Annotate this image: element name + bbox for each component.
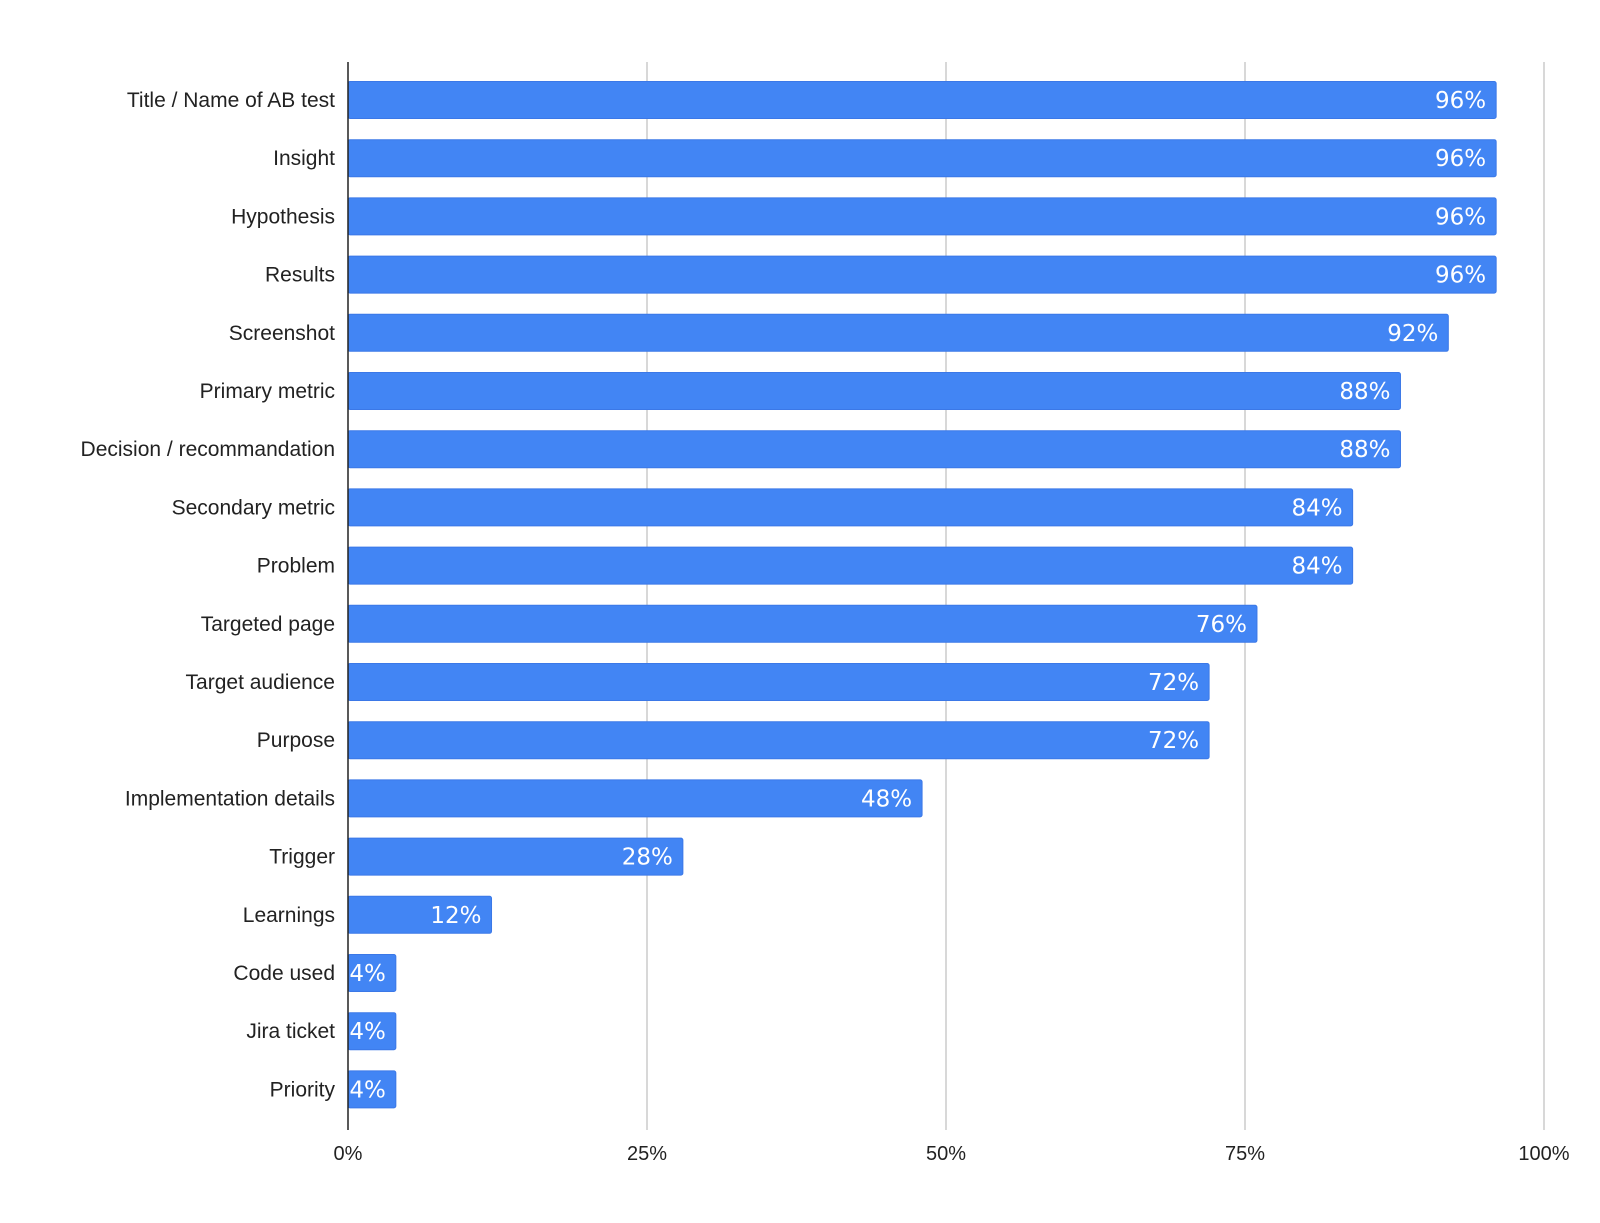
data-label: 88% [1339,379,1390,405]
data-label: 72% [1148,670,1199,696]
data-label: 96% [1435,88,1486,114]
x-tick-label: 0% [334,1143,363,1165]
category-label: Target audience [186,671,335,694]
x-tick-label: 75% [1225,1143,1265,1165]
category-label: Title / Name of AB test [127,89,335,112]
data-label: 4% [349,1077,386,1103]
data-label: 48% [861,786,912,812]
bar [347,372,1401,410]
category-label: Primary metric [200,380,335,403]
gridlines [646,62,1545,1130]
data-label: 88% [1339,437,1390,463]
data-label: 72% [1148,728,1199,754]
category-label: Screenshot [229,322,335,345]
category-label: Learnings [243,904,335,927]
data-label: 84% [1292,554,1343,580]
x-tick-label: 50% [926,1143,966,1165]
data-label: 92% [1387,321,1438,347]
x-tick-label: 100% [1518,1143,1569,1165]
bar [347,546,1354,585]
data-label: 96% [1435,263,1486,289]
bar [347,139,1497,178]
category-label: Targeted page [201,613,335,636]
category-label: Hypothesis [231,205,335,228]
category-label: Priority [270,1078,336,1101]
category-label: Secondary metric [172,496,335,519]
category-label: Problem [257,555,335,578]
data-label: 4% [349,961,386,987]
bar [347,255,1497,294]
bars [347,81,1497,1109]
data-label: 96% [1435,146,1486,172]
data-label: 84% [1292,495,1343,521]
category-label: Results [265,264,335,287]
data-label: 12% [430,903,481,929]
bar [347,663,1210,701]
data-label: 76% [1196,612,1247,638]
bar [347,430,1401,469]
bar [347,313,1449,352]
data-label: 28% [622,845,673,871]
data-label: 4% [349,1019,386,1045]
labels: 0% 25% 50% 75% 100% Title / Name of AB test 96… [81,88,1570,1165]
bar [347,488,1354,527]
category-label: Code used [233,962,335,985]
bar [347,81,1497,119]
bar [347,721,1210,760]
category-label: Decision / recommandation [81,438,335,461]
bar [347,779,923,818]
category-label: Trigger [269,846,335,869]
category-label: Implementation details [125,787,335,810]
bar [347,197,1497,236]
data-label: 96% [1435,204,1486,230]
x-tick-label: 25% [627,1143,667,1165]
category-label: Purpose [257,729,335,752]
bar [347,604,1258,643]
category-label: Insight [273,147,335,170]
category-label: Jira ticket [246,1020,335,1043]
